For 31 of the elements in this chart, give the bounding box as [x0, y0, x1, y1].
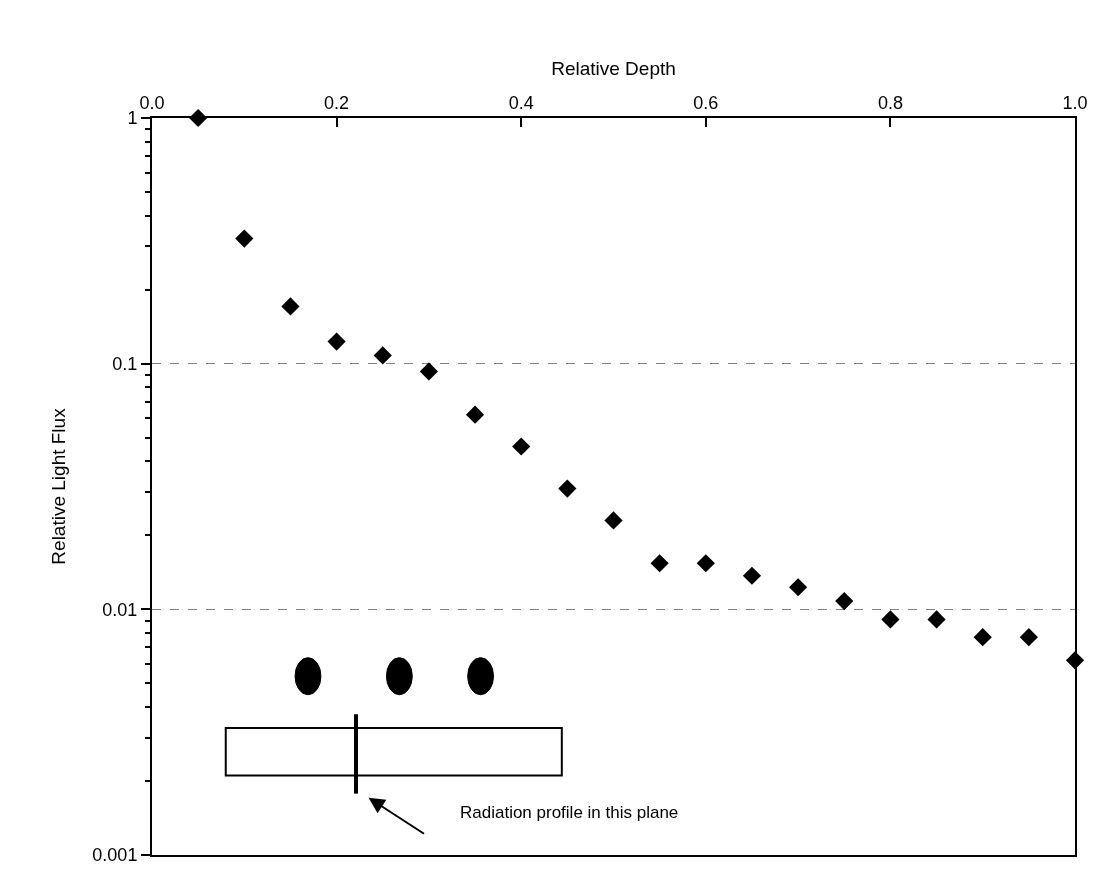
point — [835, 592, 854, 611]
point — [973, 628, 992, 647]
y-tick-label: 0.01 — [102, 599, 138, 620]
point — [1019, 628, 1038, 647]
point — [696, 554, 715, 573]
x-tick-label: 0.2 — [324, 92, 350, 113]
point — [650, 554, 669, 573]
point — [558, 479, 577, 498]
x-tick-label: 0.0 — [139, 92, 165, 113]
point — [235, 229, 254, 248]
point — [281, 297, 300, 316]
point — [512, 437, 531, 456]
annotation: Radiation profile in this plane — [460, 803, 679, 822]
y-tick-label: 1 — [127, 108, 138, 129]
point — [742, 566, 762, 585]
point — [465, 405, 485, 424]
y-axis-title: Relative Light Flux — [47, 407, 69, 565]
point — [927, 610, 946, 629]
y-tick-label: 0.1 — [112, 353, 138, 374]
x-tick-label: 0.6 — [693, 92, 719, 113]
point — [789, 578, 808, 597]
x-tick-label: 0.8 — [877, 92, 903, 113]
point — [419, 362, 438, 381]
point — [327, 332, 346, 351]
x-axis-title: Relative Depth — [551, 58, 676, 80]
point — [604, 511, 623, 530]
x-tick-label: 0.4 — [508, 92, 534, 113]
x-tick-label: 1.0 — [1062, 92, 1088, 113]
point — [373, 346, 392, 365]
y-tick-label: 0.001 — [92, 845, 138, 866]
point — [881, 610, 900, 629]
